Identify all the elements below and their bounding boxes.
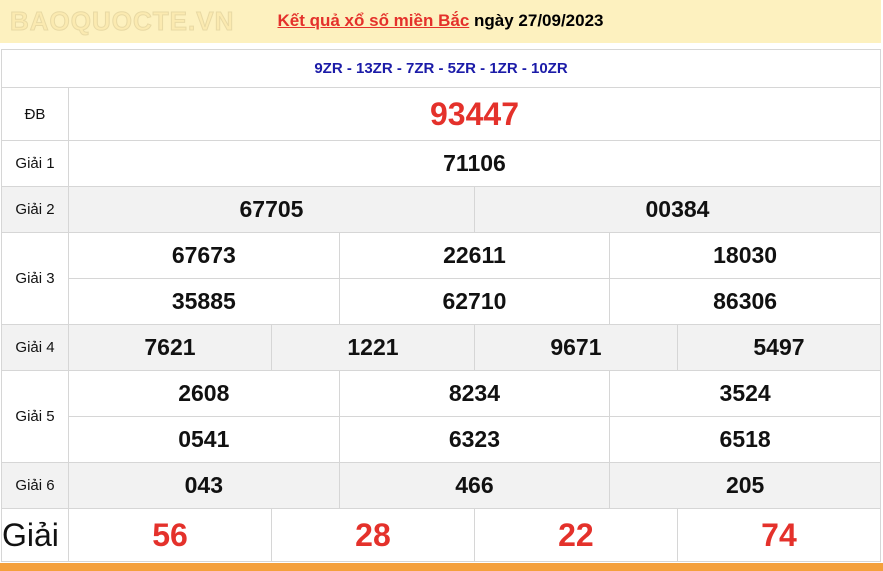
prize-number: 18030: [609, 232, 881, 279]
prize-number: 043: [68, 462, 340, 509]
prize-number: 86306: [609, 278, 881, 325]
prize-number: 2608: [68, 370, 340, 417]
prize-number: 28: [270, 508, 475, 562]
prize-label-g6: Giải 6: [1, 462, 69, 509]
prize-label-db: ĐB: [1, 87, 69, 141]
prize-number: 1221: [270, 324, 475, 371]
prize-label-g2: Giải 2: [1, 186, 69, 233]
prize-number: 22611: [338, 232, 611, 279]
special-prize-number: 93447: [68, 87, 881, 141]
prize-number: 67673: [68, 232, 340, 279]
prize-number: 62710: [338, 278, 611, 325]
prize-number: 205: [609, 462, 881, 509]
prize-number: 7621: [68, 324, 272, 371]
prize-label-g5: Giải 5: [1, 370, 69, 463]
draw-date: ngày 27/09/2023: [474, 11, 604, 30]
prize-number: 466: [338, 462, 611, 509]
prize-number: 56: [68, 508, 272, 562]
bottom-bar: [0, 563, 883, 571]
draw-codes: 9ZR - 13ZR - 7ZR - 5ZR - 1ZR - 10ZR: [1, 49, 881, 88]
prize-label-g3: Giải 3: [1, 232, 69, 325]
prize-number: 9671: [473, 324, 678, 371]
prize-number: 35885: [68, 278, 340, 325]
prize-number: 67705: [68, 186, 475, 233]
prize-number: 0541: [68, 416, 340, 463]
page-header: Kết quả xổ số miền Bắc ngày 27/09/2023: [0, 0, 881, 43]
watermark: BAOQUOCTE.VN: [9, 6, 235, 37]
prize-label-g7: Giải 7: [1, 508, 69, 562]
prize-number: 71106: [68, 140, 881, 187]
results-table: 9ZR - 13ZR - 7ZR - 5ZR - 1ZR - 10ZR ĐB 93…: [1, 49, 882, 562]
prize-number: 3524: [609, 370, 881, 417]
prize-number: 22: [473, 508, 678, 562]
prize-number: 00384: [473, 186, 882, 233]
prize-label-g4: Giải 4: [1, 324, 69, 371]
prize-number: 6323: [338, 416, 611, 463]
prize-number: 8234: [338, 370, 611, 417]
prize-number: 74: [676, 508, 882, 562]
prize-number: 5497: [676, 324, 882, 371]
prize-number: 6518: [609, 416, 881, 463]
prize-label-g1: Giải 1: [1, 140, 69, 187]
results-link[interactable]: Kết quả xổ số miền Bắc: [277, 11, 470, 30]
